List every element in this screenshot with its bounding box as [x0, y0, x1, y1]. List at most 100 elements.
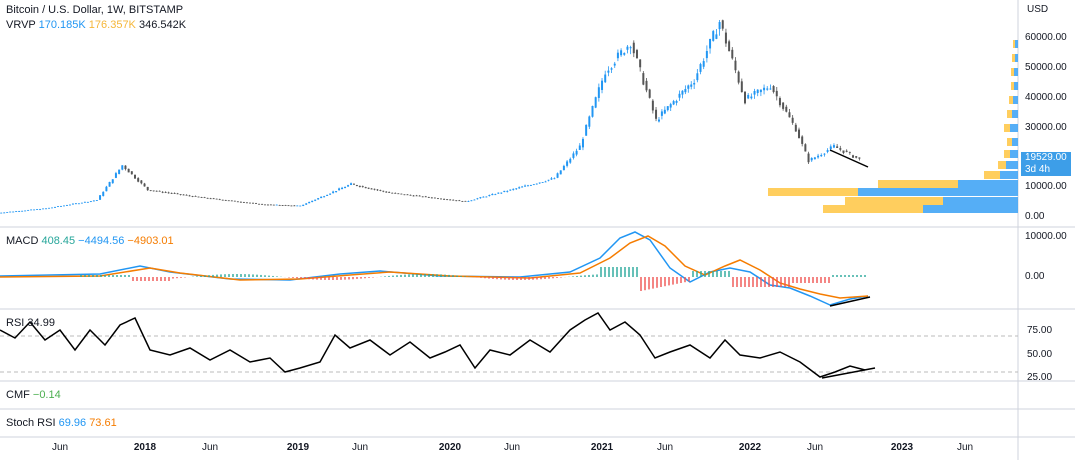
price-tick: 0.00: [1025, 211, 1045, 222]
macd-histogram-bar: [736, 277, 738, 287]
macd-histogram-bar: [764, 277, 766, 287]
macd-histogram-bar: [816, 277, 818, 283]
price-candle: [452, 199, 455, 201]
price-candle: [823, 153, 826, 155]
macd-histogram-bar: [756, 277, 758, 287]
price-candle: [230, 200, 233, 202]
macd-histogram-bar: [120, 275, 122, 277]
price-candle: [36, 209, 39, 210]
price-candle: [620, 50, 623, 56]
last-price-value: 19529.00: [1025, 152, 1067, 163]
macd-histogram-bar: [508, 277, 510, 280]
macd-histogram-bar: [180, 277, 182, 278]
price-candle: [245, 202, 248, 204]
macd-histogram-bar: [600, 267, 602, 277]
macd-histogram-bar: [856, 275, 858, 277]
macd-histogram-bar: [164, 277, 166, 281]
price-candle: [209, 198, 212, 200]
price-candle: [111, 179, 114, 184]
macd-histogram-bar: [608, 267, 610, 277]
macd-histogram-bar: [416, 274, 418, 277]
price-candle: [355, 185, 358, 186]
macd-histogram-bar: [792, 277, 794, 283]
price-candle: [553, 178, 556, 180]
volume-profile-bar-up: [858, 188, 1018, 196]
price-candle: [804, 144, 807, 152]
volume-profile-bar-down: [1013, 40, 1015, 48]
price-candle: [400, 193, 403, 195]
volume-profile-bar-up: [1006, 161, 1018, 169]
price-candle: [672, 101, 675, 105]
macd-histogram-bar: [656, 277, 658, 288]
price-candle: [681, 90, 684, 95]
macd-histogram-bar: [232, 274, 234, 277]
price-candle: [433, 197, 436, 199]
macd-histogram-bar: [560, 277, 562, 278]
price-trendline: [829, 149, 869, 168]
macd-histogram-bar: [492, 277, 494, 279]
price-candle: [320, 196, 323, 199]
price-candle: [218, 199, 221, 201]
price-candle: [200, 197, 203, 198]
macd-histogram-bar: [696, 271, 698, 277]
price-candle: [33, 209, 36, 211]
macd-histogram-bar: [408, 274, 410, 277]
volume-profile-bar-up: [923, 205, 1018, 213]
volume-profile-bar-up: [1015, 40, 1018, 48]
macd-histogram-bar: [260, 274, 262, 277]
price-candle: [848, 152, 851, 153]
macd-histogram-bar: [484, 277, 486, 279]
macd-histogram-bar: [292, 277, 294, 278]
price-candle: [778, 98, 781, 106]
macd-histogram-bar: [624, 267, 626, 277]
price-candle: [455, 200, 458, 202]
price-tick: 10000.00: [1025, 181, 1067, 192]
rsi-legend: RSI 34.99: [6, 317, 55, 330]
price-candle: [221, 199, 224, 201]
price-candle: [323, 196, 326, 198]
price-candle: [852, 155, 855, 158]
macd-histogram-bar: [360, 277, 362, 279]
price-candle: [623, 53, 626, 55]
price-candle: [130, 171, 133, 175]
price-candle: [858, 157, 861, 159]
price-candle: [728, 41, 731, 52]
price-candle: [124, 165, 127, 170]
price-candle: [524, 185, 527, 187]
macd-histogram-bar: [224, 274, 226, 277]
macd-histogram-bar: [132, 277, 134, 281]
price-candle: [794, 124, 797, 132]
price-candle: [648, 89, 651, 98]
stoch-rsi-label: Stoch RSI: [6, 417, 56, 429]
price-candle: [479, 197, 482, 199]
volume-profile-bar-down: [768, 188, 858, 196]
macd-histogram-bar: [528, 277, 530, 280]
macd-histogram-bar: [716, 271, 718, 277]
macd-histogram-bar: [144, 277, 146, 281]
price-candle: [763, 87, 766, 91]
price-candle: [651, 100, 654, 111]
macd-histogram-bar: [84, 275, 86, 277]
price-candle: [121, 165, 124, 170]
macd-histogram-bar: [432, 274, 434, 277]
price-candle: [137, 178, 140, 182]
price-candle: [388, 192, 391, 193]
macd-histogram-bar: [712, 271, 714, 277]
price-candle: [415, 195, 418, 197]
volume-profile-bar-up: [1012, 110, 1018, 118]
price-candle: [358, 185, 361, 187]
time-axis-label: 2018: [133, 442, 157, 453]
macd-histogram-bar: [424, 274, 426, 277]
cmf-label: CMF: [6, 389, 30, 401]
price-candle: [810, 157, 813, 161]
stoch-rsi-d: 73.61: [89, 417, 117, 429]
rsi-tick: 75.00: [1027, 325, 1053, 336]
price-candle: [74, 203, 77, 205]
price-candle: [660, 111, 663, 116]
price-candle: [164, 192, 167, 193]
price-candle: [506, 191, 509, 192]
macd-histogram-bar: [268, 275, 270, 277]
macd-histogram-bar: [700, 271, 702, 277]
price-candle: [305, 203, 308, 205]
